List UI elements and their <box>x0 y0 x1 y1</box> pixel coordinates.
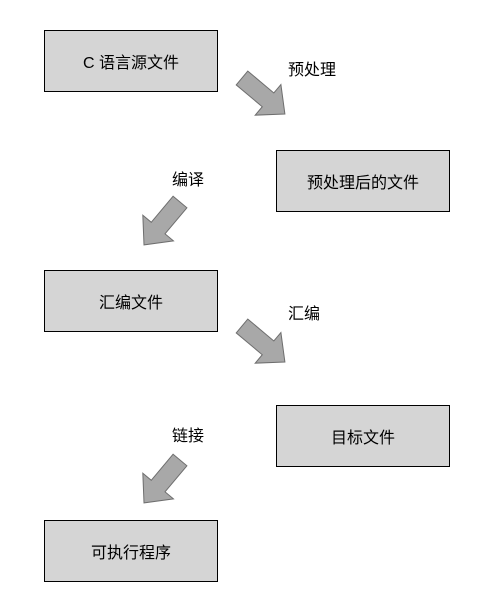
node-label: 汇编文件 <box>99 289 163 313</box>
node-label: C 语言源文件 <box>83 49 179 73</box>
edge-label-link: 链接 <box>172 422 204 446</box>
node-label: 目标文件 <box>331 424 395 448</box>
node-executable: 可执行程序 <box>44 520 218 582</box>
edge-label-preprocess: 预处理 <box>288 56 336 80</box>
arrow-link <box>179 460 180 461</box>
node-assembly-file: 汇编文件 <box>44 270 218 332</box>
node-source-file: C 语言源文件 <box>44 30 218 92</box>
arrow-assemble <box>242 325 243 326</box>
node-preprocessed-file: 预处理后的文件 <box>276 150 450 212</box>
edge-label-compile: 编译 <box>172 166 204 190</box>
edge-label-assemble: 汇编 <box>288 300 320 324</box>
node-label: 可执行程序 <box>91 539 171 563</box>
flowchart-canvas: C 语言源文件 预处理后的文件 汇编文件 目标文件 可执行程序 预处理 编译 汇… <box>0 0 500 606</box>
arrow-compile <box>179 202 180 203</box>
node-label: 预处理后的文件 <box>307 169 419 193</box>
arrow-preprocess <box>242 77 243 78</box>
node-object-file: 目标文件 <box>276 405 450 467</box>
